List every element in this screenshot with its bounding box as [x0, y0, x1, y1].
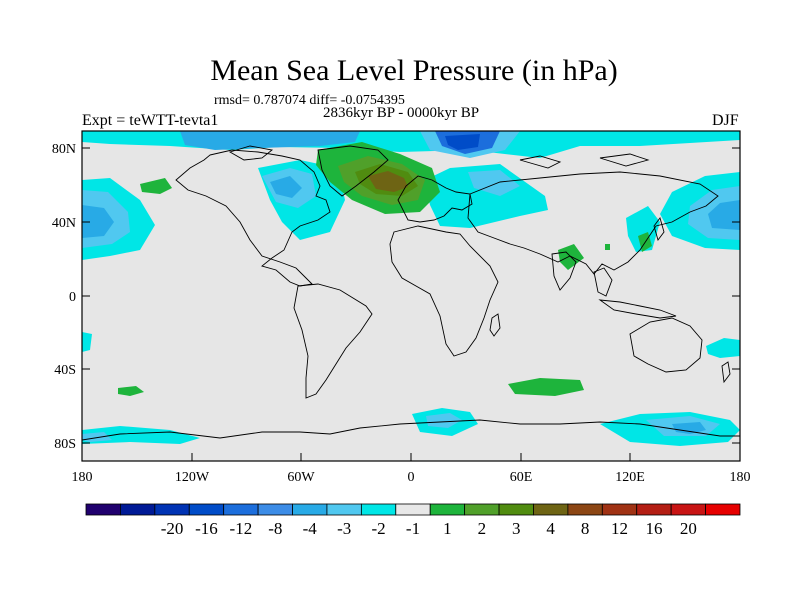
coastline-europe [397, 175, 473, 223]
lon-label: 180 [730, 470, 751, 485]
colorbar-box [567, 503, 603, 516]
colorbar-label: 8 [581, 519, 590, 538]
period-label: 2836kyr BP - 0000kyr BP [323, 105, 480, 121]
colorbar-label: 16 [645, 519, 662, 538]
colorbar [85, 503, 741, 516]
coastline-new-zealand [721, 361, 731, 384]
plot-title: Mean Sea Level Pressure (in hPa) [210, 54, 618, 87]
colorbar-label: 20 [680, 519, 697, 538]
anomaly-region [605, 244, 610, 250]
coastline-south-america [293, 283, 373, 399]
lat-label: 0 [69, 290, 76, 305]
colorbar-box [705, 503, 741, 516]
colorbar-box [601, 503, 638, 516]
colorbar-label: -2 [371, 519, 385, 538]
colorbar-label: 12 [611, 519, 628, 538]
axis-ticks [81, 147, 741, 461]
colorbar-label: -12 [230, 519, 253, 538]
colorbar-box [636, 503, 672, 516]
colorbar-label: 2 [478, 519, 487, 538]
coastline-antarctica [82, 419, 740, 441]
coastline-madagascar [489, 313, 501, 337]
anomaly-region [706, 338, 740, 358]
coastline-africa [389, 225, 499, 357]
anomaly-region [82, 205, 114, 238]
lon-label: 60E [510, 470, 533, 485]
anomaly-region [82, 332, 92, 352]
anomaly-region [82, 432, 112, 442]
colorbar-labels: -20 -16 -12 -8 -4 -3 -2 -1 1 2 3 4 8 12 16 20 [161, 519, 697, 538]
anomaly-region [140, 178, 172, 194]
coastline-japan [653, 217, 665, 241]
colorbar-box [464, 503, 500, 516]
coastline-greenland [317, 145, 389, 197]
colorbar-box [154, 503, 190, 516]
coastline-india [551, 251, 577, 291]
lat-label: 40S [54, 363, 76, 378]
colorbar-box [85, 503, 121, 516]
colorbar-label: 1 [443, 519, 452, 538]
coastline-australia [629, 317, 703, 373]
colorbar-label: 4 [546, 519, 555, 538]
coastlines [82, 145, 740, 441]
experiment-label: Expt = teWTT-tevta1 [82, 112, 219, 129]
coastline-indochina [593, 267, 613, 297]
colorbar-box [292, 503, 328, 516]
lat-label: 40N [52, 216, 76, 231]
lat-label: 80S [54, 437, 76, 452]
coastline-north-america [175, 149, 331, 287]
colorbar-box [395, 503, 431, 516]
colorbar-label: -8 [268, 519, 282, 538]
colorbar-label: -20 [161, 519, 184, 538]
anomaly-region [626, 206, 660, 252]
colorbar-box [326, 503, 362, 516]
anomaly-region [368, 171, 408, 192]
coastline-indonesia [598, 299, 677, 319]
colorbar-box [533, 503, 569, 516]
colorbar-label: -3 [337, 519, 351, 538]
colorbar-box [223, 503, 259, 516]
coastline-asia [467, 171, 719, 275]
colorbar-box [188, 503, 225, 516]
anomaly-region [426, 413, 462, 428]
colorbar-box [257, 503, 293, 516]
colorbar-box [360, 503, 397, 516]
anomaly-fields [82, 131, 740, 446]
lat-label: 80N [52, 142, 76, 157]
anomaly-region [508, 378, 584, 396]
anomaly-region [672, 422, 706, 434]
lon-label: 120E [615, 470, 645, 485]
colorbar-box [120, 503, 156, 516]
season-label: DJF [712, 112, 739, 129]
anomaly-region [270, 176, 302, 198]
anomaly-region [180, 131, 360, 150]
stats-line: rmsd= 0.787074 diff= -0.0754395 [214, 93, 405, 108]
lon-label: 120W [175, 470, 210, 485]
anomaly-region [445, 134, 480, 150]
colorbar-label: -4 [303, 519, 318, 538]
colorbar-box [670, 503, 706, 516]
anomaly-region [118, 386, 144, 396]
lon-label: 180 [72, 470, 93, 485]
lon-label: 60W [287, 470, 315, 485]
colorbar-box [429, 503, 466, 516]
colorbar-box [498, 503, 534, 516]
lon-label: 0 [408, 470, 415, 485]
colorbar-label: 3 [512, 519, 521, 538]
colorbar-label: -16 [195, 519, 218, 538]
coastline-arctic-islands [228, 145, 650, 169]
colorbar-label: -1 [406, 519, 420, 538]
